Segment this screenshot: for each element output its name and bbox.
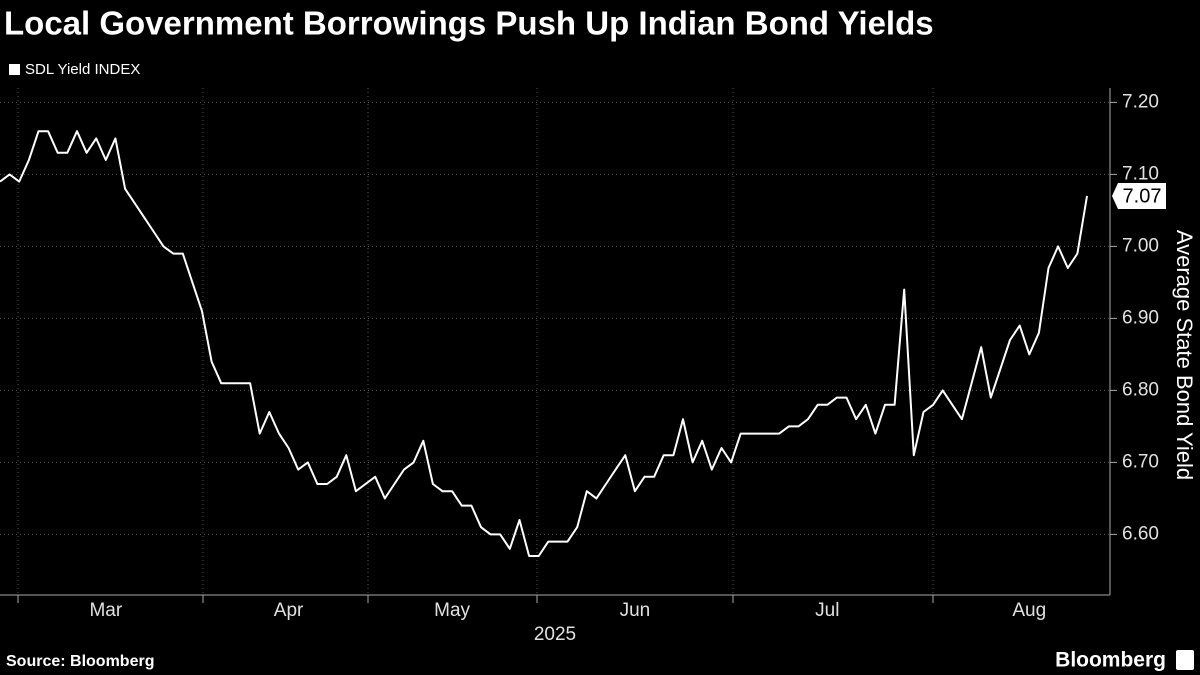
x-tick-label: Jun (620, 600, 651, 621)
y-tick-label: 6.80 (1122, 379, 1159, 400)
legend-swatch (9, 64, 20, 75)
y-tick-label: 7.10 (1122, 163, 1159, 184)
y-tick-label: 6.60 (1122, 523, 1159, 544)
month-boundaries (0, 88, 1111, 603)
y-tick-label: 7.00 (1122, 235, 1159, 256)
x-tick-label: Apr (274, 600, 304, 621)
x-tick-label: Mar (89, 600, 122, 621)
logo-icon (1176, 650, 1194, 670)
x-axis-label: 2025 (534, 624, 576, 645)
x-tick-label: Aug (1012, 600, 1046, 621)
logo: Bloomberg (1055, 649, 1166, 672)
y-tick-label: 6.70 (1122, 451, 1159, 472)
line (0, 130, 1088, 557)
chart-title: Local Government Borrowings Push Up Indi… (4, 5, 934, 42)
last-value-box (1112, 183, 1166, 209)
last-value-label: 7.07 (1123, 185, 1162, 207)
y-tick-label: 7.20 (1122, 91, 1159, 112)
x-tick-label: May (434, 600, 470, 621)
y-axis-label: Average State Bond Yield (1172, 230, 1197, 480)
legend-label: SDL Yield INDEX (25, 61, 140, 78)
x-tick-label: Jul (815, 600, 839, 621)
y-tick-label: 6.90 (1122, 307, 1159, 328)
source: Source: Bloomberg (6, 653, 154, 670)
